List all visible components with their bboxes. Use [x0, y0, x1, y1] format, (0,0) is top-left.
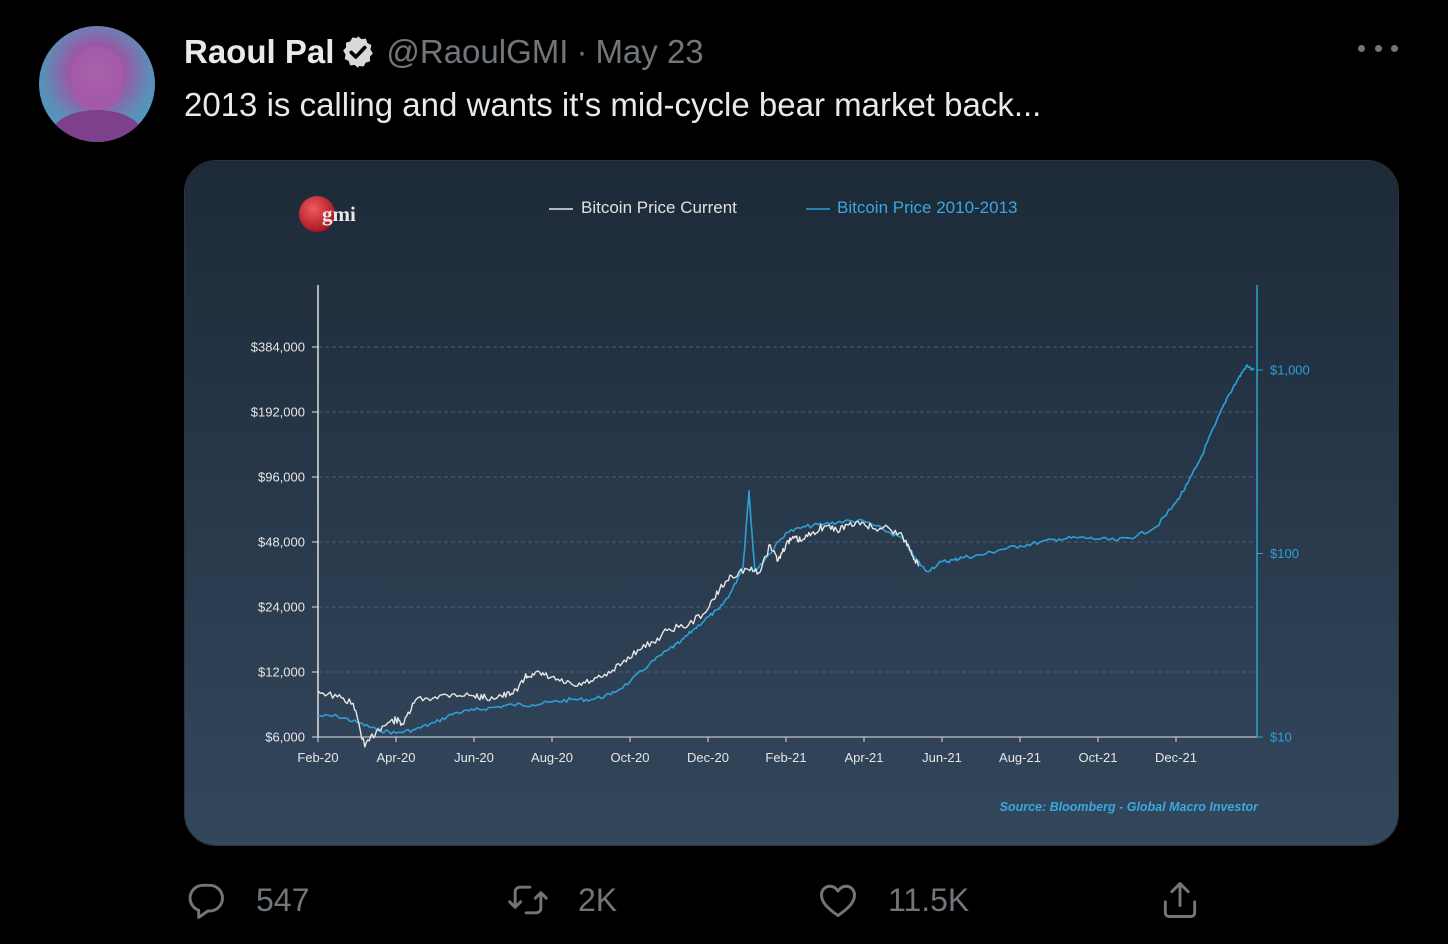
gmi-logo-text: gmi [322, 202, 356, 226]
verified-badge-icon [343, 36, 374, 68]
series-line-bitcoin-current [317, 520, 920, 748]
x-tick-label: Feb-20 [297, 750, 338, 765]
left-y-tick-label: $24,000 [258, 600, 305, 615]
x-tick-label: Aug-20 [531, 750, 573, 765]
like-button[interactable]: 11.5K [816, 872, 969, 928]
left-y-tick-label: $192,000 [251, 405, 305, 420]
retweet-count: 2K [578, 881, 618, 918]
left-y-tick-labels: $6,000 $12,000 $24,000 $48,000 $96,000 $192,0… [251, 340, 318, 745]
gmi-logo: gmi [299, 196, 356, 232]
right-y-tick-label: $10 [1270, 730, 1292, 745]
tweet-media-chart[interactable]: gmi Bitcoin Price Current Bitcoin Price … [184, 160, 1399, 846]
more-dot [1391, 44, 1398, 52]
gmi-logo-circle [299, 196, 335, 232]
reply-icon [188, 883, 224, 919]
series-line-bitcoin-2010-2013 [318, 364, 1255, 735]
x-tick-label: Feb-21 [765, 750, 806, 765]
x-tick-label: Jun-21 [922, 750, 962, 765]
more-dot [1358, 44, 1365, 52]
avatar-shoulders [51, 110, 143, 142]
left-y-tick-label: $12,000 [258, 665, 305, 680]
chart-legend: Bitcoin Price Current Bitcoin Price 2010… [549, 198, 1018, 217]
tweet-header: Raoul Pal @RaoulGMI · May 23 [184, 30, 704, 74]
chart-gridlines [318, 346, 1257, 673]
chart-source-note: Source: Bloomberg - Global Macro Investo… [1000, 800, 1260, 814]
right-y-tick-label: $100 [1270, 546, 1299, 561]
x-tick-label: Oct-20 [610, 750, 649, 765]
tweet-actions: 547 2K 11.5K [184, 872, 1224, 928]
author-handle[interactable]: @RaoulGMI [386, 33, 569, 70]
share-icon [1163, 882, 1197, 918]
share-button[interactable] [1158, 872, 1202, 928]
x-tick-label: Apr-20 [376, 750, 415, 765]
legend-label-historical: Bitcoin Price 2010-2013 [837, 198, 1018, 217]
author-name[interactable]: Raoul Pal [184, 33, 335, 70]
x-tick-label: Jun-20 [454, 750, 494, 765]
x-tick-label: Apr-21 [844, 750, 883, 765]
reply-button[interactable]: 547 [184, 872, 309, 928]
like-icon [820, 884, 856, 918]
tweet-text: 2013 is calling and wants it's mid-cycle… [184, 86, 1042, 123]
retweet-button[interactable]: 2K [506, 872, 617, 928]
left-y-tick-label: $6,000 [265, 730, 305, 745]
x-tick-labels: Feb-20 Apr-20 Jun-20 Aug-20 Oct-20 Dec-20 Feb-… [297, 737, 1197, 765]
more-dot [1374, 44, 1382, 52]
reply-count: 547 [256, 881, 310, 918]
tweet-date[interactable]: May 23 [595, 33, 704, 70]
x-tick-label: Oct-21 [1078, 750, 1117, 765]
x-tick-label: Aug-21 [999, 750, 1041, 765]
right-y-tick-labels: $10 $100 $1,000 [1257, 363, 1310, 745]
x-tick-label: Dec-21 [1155, 750, 1197, 765]
x-tick-label: Dec-20 [687, 750, 729, 765]
left-y-tick-label: $96,000 [258, 470, 305, 485]
header-separator: · [576, 33, 588, 70]
avatar-face [72, 48, 122, 110]
legend-label-current: Bitcoin Price Current [581, 198, 737, 217]
avatar[interactable] [39, 26, 155, 142]
left-y-tick-label: $384,000 [251, 340, 305, 355]
retweet-icon [508, 885, 548, 915]
more-icon[interactable] [1358, 33, 1398, 63]
chart-svg: gmi Bitcoin Price Current Bitcoin Price … [185, 161, 1398, 845]
left-y-tick-label: $48,000 [258, 535, 305, 550]
like-count: 11.5K [888, 881, 970, 918]
right-y-tick-label: $1,000 [1270, 363, 1310, 378]
